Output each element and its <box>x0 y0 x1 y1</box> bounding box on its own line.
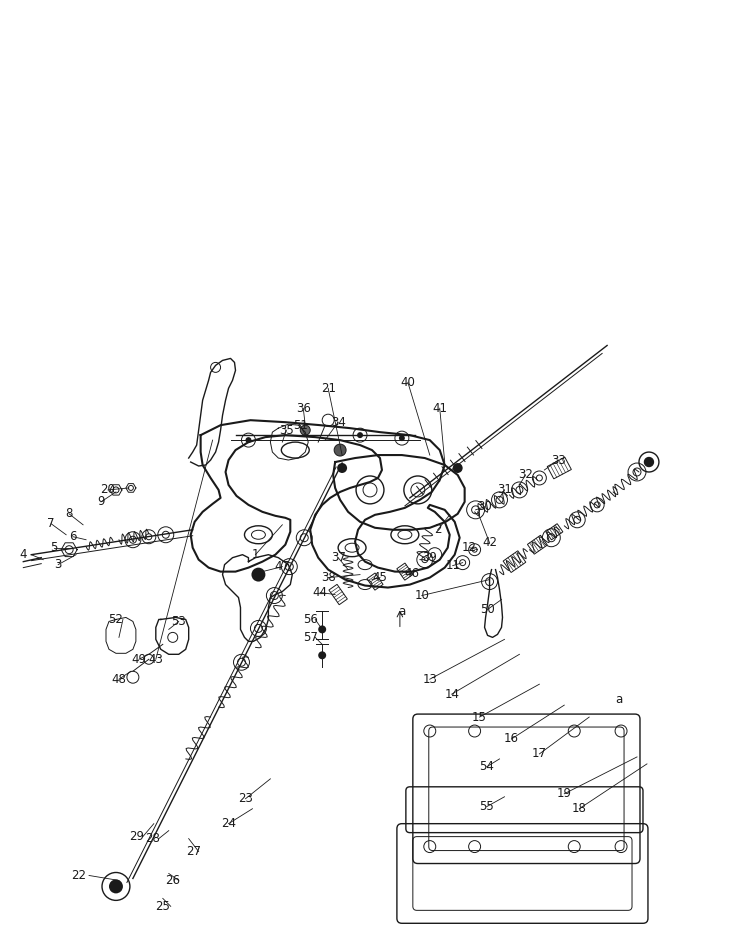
Text: 54: 54 <box>479 761 494 774</box>
Text: 36: 36 <box>296 402 311 415</box>
Circle shape <box>318 625 326 634</box>
Text: 7: 7 <box>47 517 55 531</box>
Circle shape <box>357 432 363 439</box>
Text: 55: 55 <box>479 800 494 813</box>
Text: 15: 15 <box>472 711 487 724</box>
Text: 13: 13 <box>422 672 437 685</box>
Circle shape <box>252 568 266 581</box>
Text: 12: 12 <box>462 541 477 554</box>
Text: 50: 50 <box>480 603 495 616</box>
Text: 11: 11 <box>445 559 460 572</box>
Circle shape <box>645 457 654 467</box>
Text: 33: 33 <box>551 454 565 467</box>
Text: 41: 41 <box>433 402 447 415</box>
Circle shape <box>318 652 326 659</box>
Text: 19: 19 <box>556 787 572 800</box>
Text: 45: 45 <box>372 571 387 584</box>
Text: a: a <box>398 605 406 618</box>
Text: 4: 4 <box>19 548 27 562</box>
Text: 5: 5 <box>50 541 58 554</box>
Text: 57: 57 <box>303 631 318 644</box>
Text: 39: 39 <box>422 551 437 564</box>
Text: a: a <box>615 693 623 705</box>
Text: 44: 44 <box>312 586 328 599</box>
Text: 34: 34 <box>331 416 346 429</box>
Text: 24: 24 <box>221 817 236 830</box>
Circle shape <box>246 438 252 443</box>
Text: 22: 22 <box>71 869 87 882</box>
Text: 21: 21 <box>321 382 335 394</box>
Text: 53: 53 <box>171 615 186 628</box>
Text: 26: 26 <box>165 874 180 887</box>
Text: 43: 43 <box>148 653 163 666</box>
Text: 20: 20 <box>101 484 116 497</box>
Text: 52: 52 <box>108 613 123 626</box>
Text: 27: 27 <box>186 845 201 858</box>
Ellipse shape <box>334 444 346 456</box>
Circle shape <box>337 463 347 473</box>
Text: 23: 23 <box>238 793 253 806</box>
Text: 48: 48 <box>111 672 126 685</box>
Text: 28: 28 <box>145 832 160 845</box>
Circle shape <box>453 463 463 473</box>
Text: 6: 6 <box>69 531 77 544</box>
Text: 29: 29 <box>129 830 145 843</box>
Text: 9: 9 <box>97 496 105 508</box>
Text: 30: 30 <box>477 500 492 514</box>
Text: 51: 51 <box>293 419 308 432</box>
Text: 56: 56 <box>303 613 318 626</box>
Text: 18: 18 <box>572 802 587 815</box>
Text: 46: 46 <box>404 567 419 580</box>
Text: 17: 17 <box>532 747 547 761</box>
Text: 3: 3 <box>54 558 62 571</box>
Text: 35: 35 <box>279 423 294 437</box>
Circle shape <box>301 425 310 435</box>
Text: 37: 37 <box>331 551 346 564</box>
Text: 47: 47 <box>275 561 290 573</box>
Text: 49: 49 <box>131 653 146 666</box>
Text: 40: 40 <box>401 376 416 389</box>
Circle shape <box>399 435 405 441</box>
Text: 25: 25 <box>155 900 170 913</box>
Text: 32: 32 <box>518 469 533 482</box>
Text: 8: 8 <box>65 507 73 520</box>
Text: 1: 1 <box>252 548 259 562</box>
Text: 14: 14 <box>444 687 459 700</box>
Text: 31: 31 <box>497 484 512 497</box>
Text: 2: 2 <box>434 523 441 536</box>
Text: 16: 16 <box>504 732 519 746</box>
Text: 10: 10 <box>414 589 429 602</box>
Text: 42: 42 <box>482 536 497 549</box>
Text: 38: 38 <box>321 571 335 584</box>
Circle shape <box>109 880 123 893</box>
